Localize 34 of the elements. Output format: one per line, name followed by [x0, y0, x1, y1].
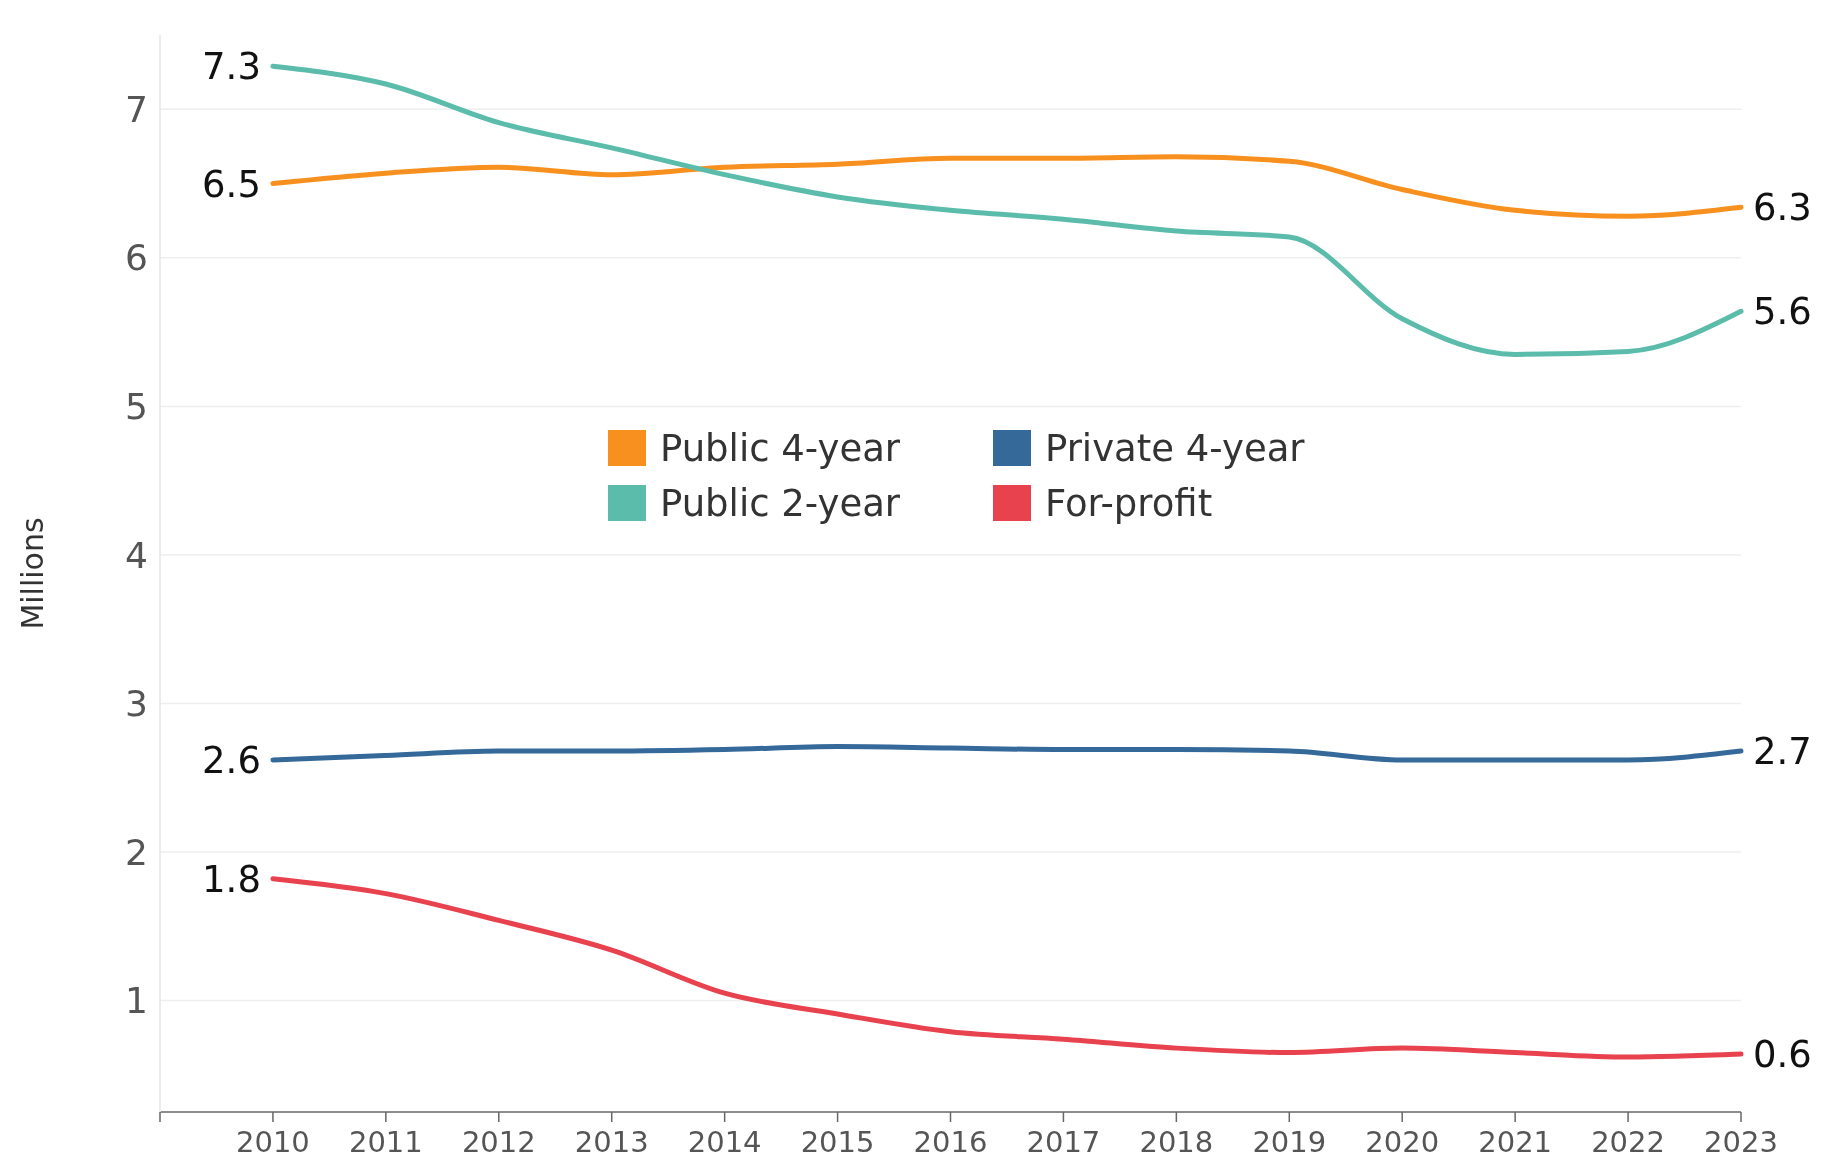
x-tick-label: 2018 [1139, 1125, 1214, 1159]
y-tick-label: 7 [125, 88, 148, 130]
legend-label: Public 2-year [660, 481, 901, 525]
x-tick-label: 2022 [1591, 1125, 1665, 1159]
data-label: 1.8 [202, 857, 261, 901]
data-label: 2.6 [202, 738, 261, 782]
y-axis-title: Millions [15, 517, 50, 630]
y-tick-label: 4 [125, 534, 148, 576]
legend-label: Public 4-year [660, 426, 901, 470]
x-tick-label: 2021 [1478, 1125, 1553, 1159]
legend-label: Private 4-year [1045, 426, 1306, 470]
y-tick-label: 2 [125, 831, 148, 873]
y-tick-label: 6 [125, 237, 148, 279]
x-tick-label: 2011 [348, 1125, 423, 1159]
y-tick-label: 5 [125, 385, 148, 427]
x-tick-label: 2019 [1252, 1125, 1327, 1159]
x-tick-label: 2010 [236, 1125, 310, 1159]
x-tick-label: 2023 [1704, 1125, 1778, 1159]
y-tick-label: 3 [125, 683, 148, 725]
data-label: 7.3 [202, 45, 261, 89]
legend-label: For-profit [1045, 481, 1213, 525]
x-tick-label: 2015 [800, 1125, 875, 1159]
data-label: 6.5 [202, 162, 261, 206]
x-tick-label: 2014 [687, 1125, 762, 1159]
data-label: 5.6 [1753, 290, 1812, 334]
x-tick-label: 2012 [461, 1125, 536, 1159]
data-label: 6.3 [1753, 186, 1812, 230]
x-tick-label: 2013 [574, 1125, 649, 1159]
data-label: 2.7 [1753, 729, 1812, 773]
y-tick-label: 1 [125, 980, 148, 1022]
x-tick-label: 2020 [1365, 1125, 1440, 1159]
data-label: 0.6 [1753, 1033, 1812, 1077]
x-tick-label: 2017 [1026, 1125, 1101, 1159]
x-tick-label: 2016 [913, 1125, 988, 1159]
